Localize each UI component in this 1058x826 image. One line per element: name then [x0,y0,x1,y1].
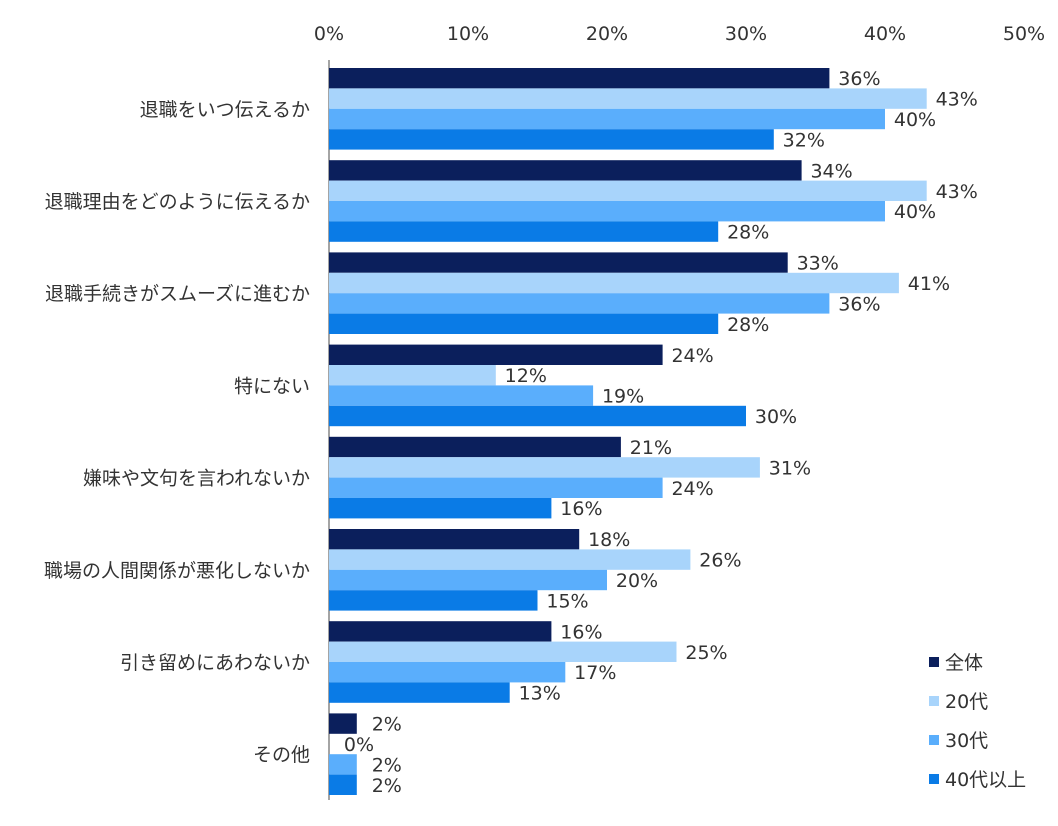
value-label: 18% [588,529,630,551]
value-label: 19% [602,386,644,408]
bar [329,641,677,662]
value-label: 36% [838,68,880,90]
bar [329,682,510,703]
value-label: 2% [372,754,402,776]
category-label: 特にない [234,375,310,397]
value-label: 2% [372,714,402,736]
value-label: 36% [838,293,880,315]
bar [329,477,663,498]
value-label: 25% [685,642,727,664]
value-label: 43% [936,89,978,111]
x-tick-label: 30% [725,23,767,45]
bar [329,436,621,458]
value-label: 31% [769,457,811,479]
category-label: 職場の人間関係が悪化しないか [44,560,310,582]
value-label: 32% [783,129,825,151]
value-label: 15% [546,590,588,612]
bar [329,293,830,314]
legend-swatch [929,696,939,706]
x-tick-label: 40% [864,23,906,45]
value-label: 40% [894,201,936,223]
x-tick-label: 0% [314,23,344,45]
bar [329,313,719,334]
bar [329,590,538,611]
bar [329,180,927,201]
category-label: 退職理由をどのように伝えるか [45,191,310,213]
bar [329,160,802,181]
value-label: 26% [699,550,741,572]
x-tick-label: 10% [447,23,489,45]
legend-label: 30代 [945,730,988,752]
category-label: 退職手続きがスムーズに進むか [45,283,310,305]
value-label: 41% [908,273,950,295]
value-label: 16% [560,498,602,520]
value-label: 43% [936,181,978,203]
value-label: 28% [727,222,769,244]
value-label: 13% [519,683,561,705]
value-label: 2% [372,775,402,797]
bar [329,549,691,570]
value-label: 40% [894,109,936,131]
value-label: 28% [727,314,769,336]
value-label: 16% [560,621,602,643]
bar [329,221,719,242]
category-label: 嫌味や文句を言われないか [83,468,310,490]
x-tick-label: 20% [586,23,628,45]
legend-swatch [929,657,939,667]
value-label: 30% [755,406,797,428]
bar [329,68,830,89]
bar [329,457,760,478]
bar [329,529,580,550]
bar [329,774,357,795]
category-label: その他 [253,744,310,766]
legend-label: 40代以上 [945,769,1026,791]
bar [329,272,899,294]
value-label: 24% [671,478,713,500]
legend: 全体 20代 30代 40代以上 [929,652,1026,791]
value-label: 21% [630,437,672,459]
value-labels: 36%43%40%32%34%43%40%28%33%41%36%28%24%1… [344,68,978,797]
bar [329,754,357,775]
value-label: 12% [505,365,547,387]
value-label: 17% [574,662,616,684]
bar [329,569,607,591]
legend-swatch [929,735,939,745]
value-label: 24% [671,345,713,367]
value-label: 0% [344,734,374,756]
category-label: 引き留めにあわないか [120,652,310,674]
bar [329,662,566,683]
value-label: 20% [616,570,658,592]
bar [329,405,746,427]
legend-swatch [929,774,939,784]
bar [329,365,496,386]
bar [329,252,788,273]
category-labels: 退職をいつ伝えるか退職理由をどのように伝えるか退職手続きがスムーズに進むか特にな… [44,99,310,766]
bar [329,108,885,130]
bar [329,88,927,109]
bar [329,621,552,642]
legend-label: 全体 [945,652,983,674]
bar [329,713,357,734]
bar [329,344,663,365]
bars [329,68,927,795]
legend-label: 20代 [945,691,988,713]
bar [329,385,594,406]
x-tick-label: 50% [1003,23,1045,45]
bar [329,498,552,519]
bar [329,129,774,150]
category-label: 退職をいつ伝えるか [140,99,310,121]
value-label: 33% [797,253,839,275]
bar [329,201,885,222]
x-axis-ticks: 0% 10% 20% 30% 40% 50% [314,23,1045,45]
value-label: 34% [810,160,852,182]
